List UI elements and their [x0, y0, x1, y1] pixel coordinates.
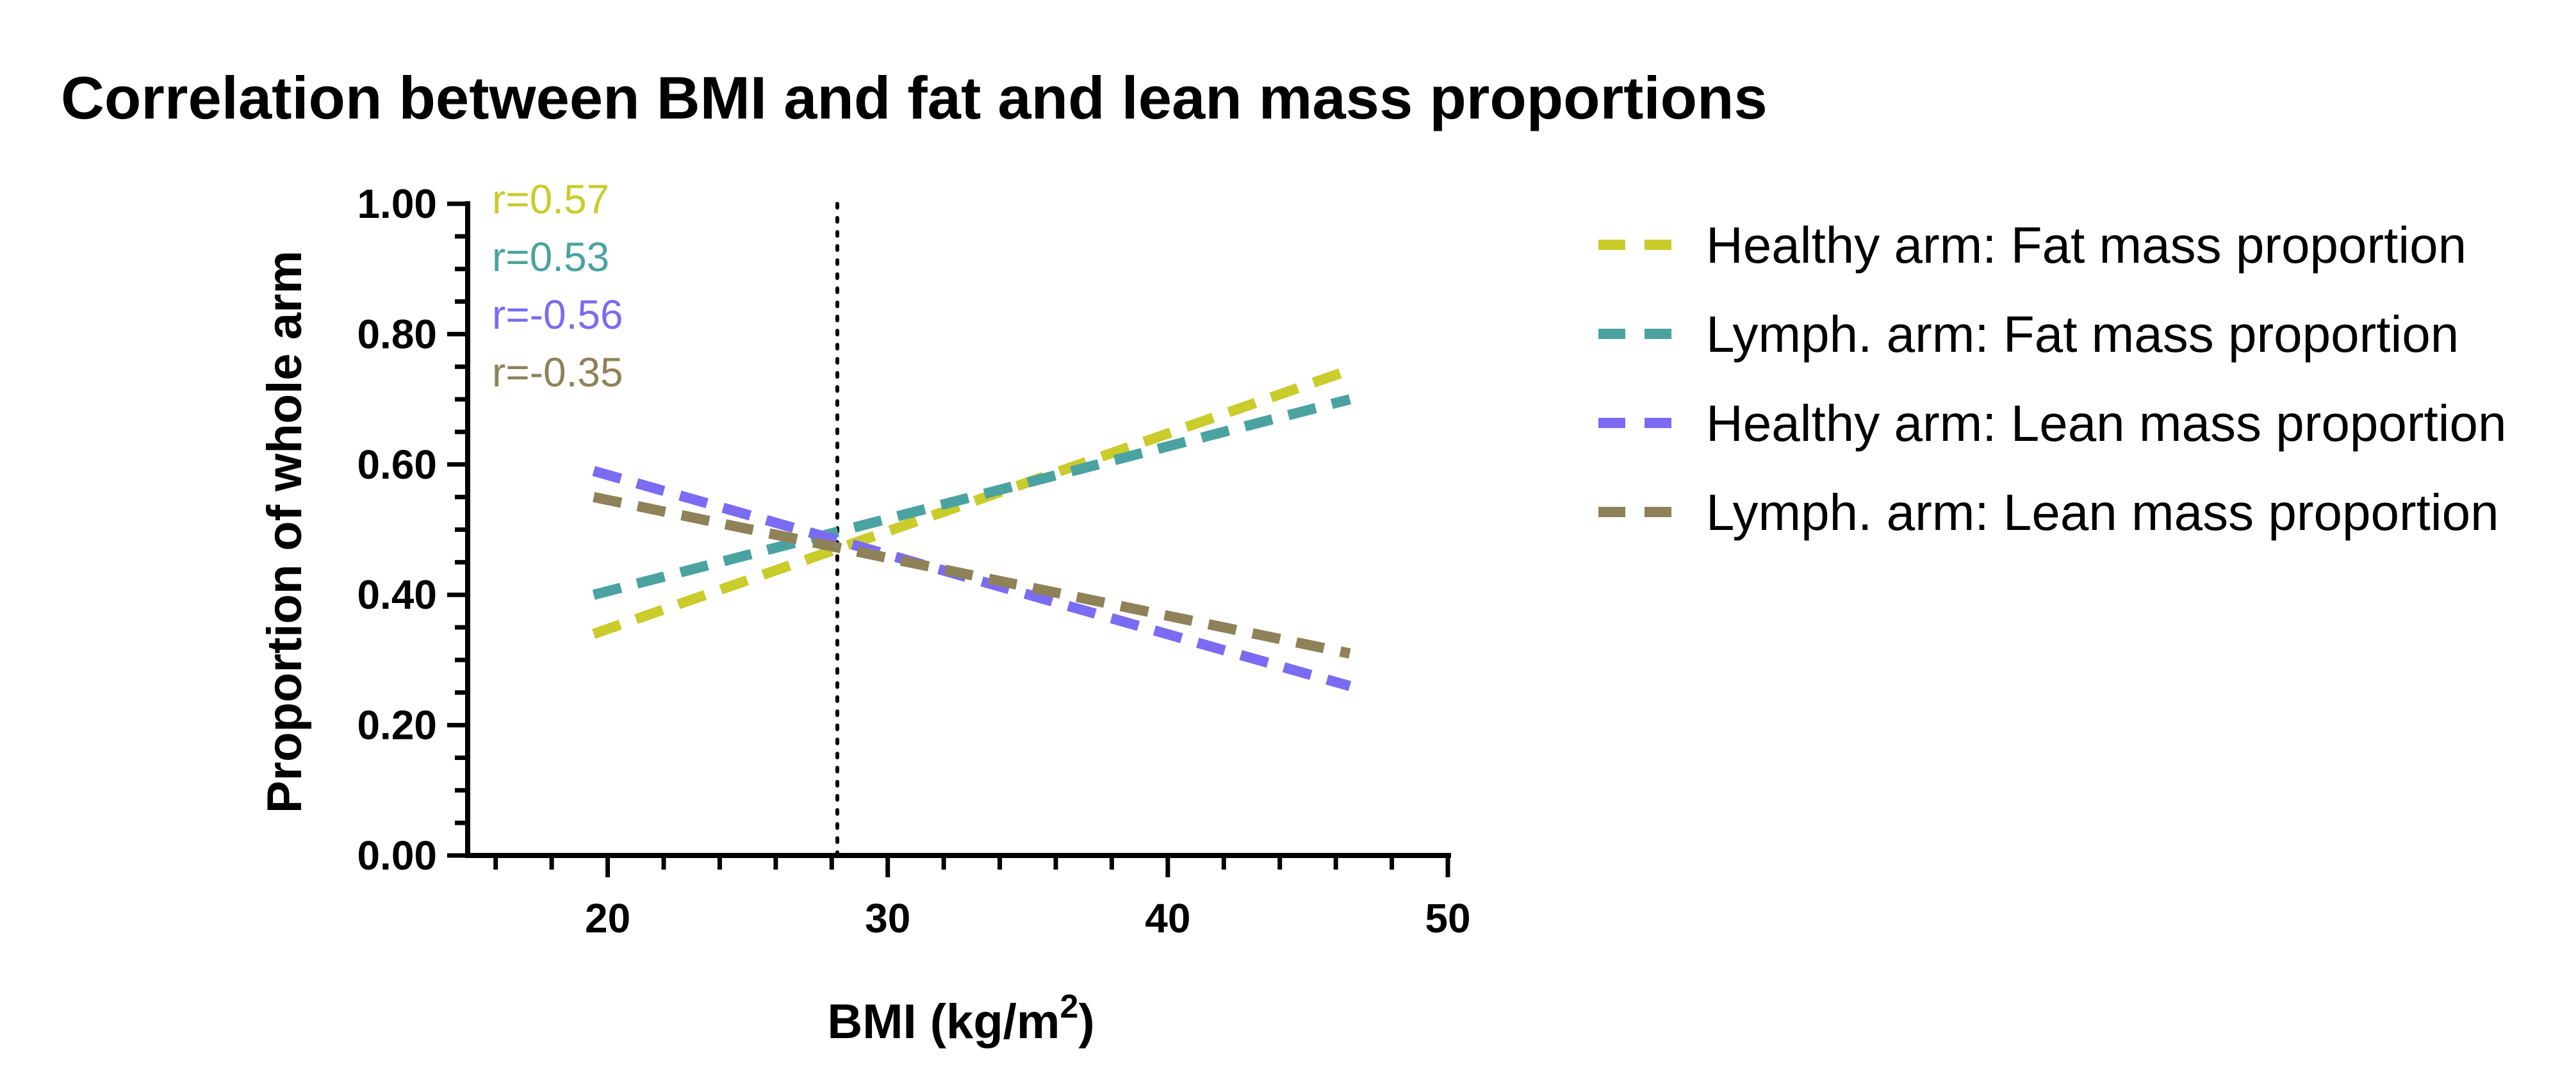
series-line-2: [592, 394, 1352, 600]
x-axis-label-suffix: ): [1078, 995, 1094, 1049]
y-tick-label: 1.00: [357, 181, 437, 227]
x-axis-label: BMI (kg/m2): [827, 988, 1094, 1049]
legend-label-3: Healthy arm: Lean mass proportion: [1706, 395, 2507, 452]
series-line-3: [592, 466, 1352, 691]
x-axis-label-main: BMI (kg/m: [827, 995, 1060, 1049]
x-tick-label: 30: [865, 895, 910, 941]
x-tick-label: 20: [585, 895, 630, 941]
chart-title: Correlation between BMI and fat and lean…: [61, 64, 1768, 131]
y-tick-label: 0.40: [357, 572, 437, 618]
y-tick-label: 0.80: [357, 311, 437, 357]
r-annotation-2: r=0.53: [492, 234, 609, 280]
legend-label-1: Healthy arm: Fat mass proportion: [1706, 217, 2466, 274]
plot-area: 0.00 0.20 0.40 0.60 0.80 1.00 20 30 40 50 r=0.57 r=…: [357, 176, 1470, 941]
x-tick-label: 50: [1425, 895, 1470, 941]
y-tick-label: 0.20: [357, 702, 437, 748]
r-annotation-1: r=0.57: [492, 176, 609, 222]
legend-label-2: Lymph. arm: Fat mass proportion: [1706, 306, 2459, 363]
legend-label-4: Lymph. arm: Lean mass proportion: [1706, 484, 2499, 541]
r-annotation-3: r=-0.56: [492, 292, 623, 338]
y-tick-label: 0.60: [357, 442, 437, 488]
y-tick-label: 0.00: [357, 832, 437, 879]
legend: Healthy arm: Fat mass proportion Lymph. a…: [1598, 217, 2507, 541]
r-annotation-4: r=-0.35: [492, 349, 623, 395]
x-tick-label: 40: [1145, 895, 1190, 941]
x-axis-label-sup: 2: [1060, 988, 1078, 1025]
y-axis-label: Proportion of whole arm: [258, 251, 312, 813]
series-line-4: [593, 492, 1351, 659]
